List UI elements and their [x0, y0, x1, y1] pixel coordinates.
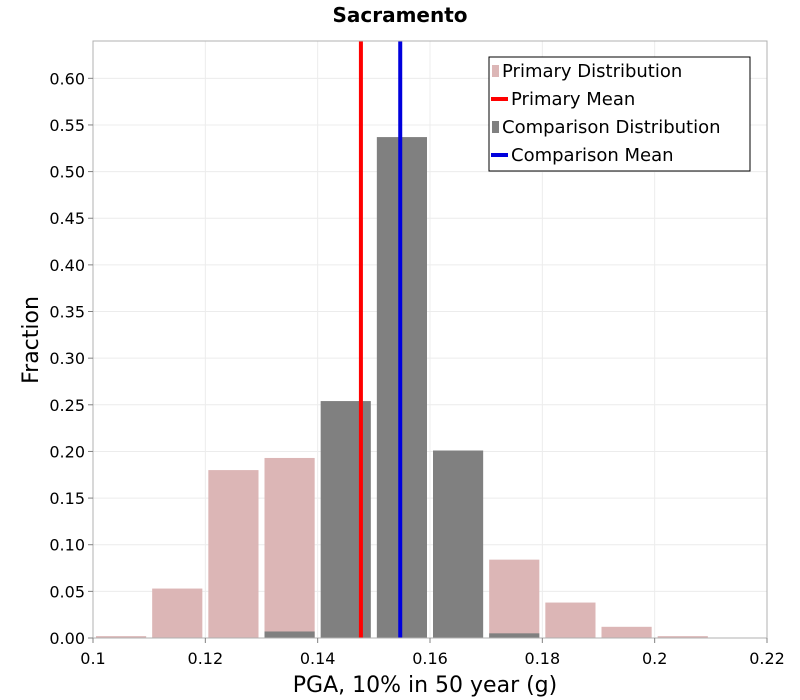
y-tick-label: 0.45 — [49, 209, 85, 228]
y-tick-label: 0.35 — [49, 303, 85, 322]
x-tick-label: 0.12 — [188, 649, 224, 668]
y-tick-label: 0.05 — [49, 582, 85, 601]
x-tick-label: 0.22 — [749, 649, 785, 668]
bars-group — [96, 137, 708, 638]
chart-title: Sacramento — [332, 3, 467, 27]
primary-distribution-bar — [545, 602, 596, 638]
x-tick-label: 0.18 — [525, 649, 561, 668]
primary-distribution-bar — [601, 626, 652, 638]
legend-swatch-comparison-distribution — [492, 121, 499, 133]
x-tick-label: 0.14 — [300, 649, 336, 668]
legend-label-primary-mean: Primary Mean — [511, 89, 635, 110]
comparison-distribution-bar — [320, 401, 371, 638]
legend-box — [488, 56, 751, 172]
x-axis-ticks: 0.1 0.12 0.14 0.16 0.18 0.2 0.22 — [80, 638, 785, 668]
y-tick-label: 0.40 — [49, 256, 85, 275]
y-tick-label: 0.50 — [49, 163, 85, 182]
y-axis-ticks: 0.00 0.05 0.10 0.15 0.20 0.25 0.30 0.35 0.40 0.45… — [49, 69, 93, 648]
legend: Primary Distribution Primary Mean Comparis… — [488, 56, 751, 172]
x-tick-label: 0.1 — [80, 649, 105, 668]
primary-distribution-bar — [489, 559, 540, 638]
x-axis-title: PGA, 10% in 50 year (g) — [293, 673, 557, 698]
y-axis-title: Fraction — [19, 296, 44, 384]
comparison-distribution-bar — [433, 450, 484, 638]
mean-lines-group — [358, 41, 403, 638]
y-tick-label: 0.20 — [49, 442, 85, 461]
x-tick-label: 0.2 — [642, 649, 667, 668]
y-tick-label: 0.55 — [49, 116, 85, 135]
y-tick-label: 0.25 — [49, 396, 85, 415]
legend-label-primary-distribution: Primary Distribution — [502, 61, 682, 82]
x-tick-label: 0.16 — [412, 649, 448, 668]
legend-label-comparison-mean: Comparison Mean — [511, 145, 674, 166]
y-tick-label: 0.00 — [49, 629, 85, 648]
primary-distribution-bar — [657, 636, 708, 638]
comparison-distribution-bar — [489, 633, 540, 638]
primary-distribution-bar — [264, 457, 315, 638]
legend-label-comparison-distribution: Comparison Distribution — [502, 117, 721, 138]
y-tick-label: 0.10 — [49, 536, 85, 555]
comparison-distribution-bar — [264, 631, 315, 638]
y-tick-label: 0.30 — [49, 349, 85, 368]
primary-distribution-bar — [208, 470, 259, 638]
y-tick-label: 0.60 — [49, 69, 85, 88]
y-tick-label: 0.15 — [49, 489, 85, 508]
primary-distribution-bar — [152, 588, 203, 638]
legend-swatch-primary-distribution — [492, 65, 499, 77]
primary-distribution-bar — [96, 636, 147, 638]
